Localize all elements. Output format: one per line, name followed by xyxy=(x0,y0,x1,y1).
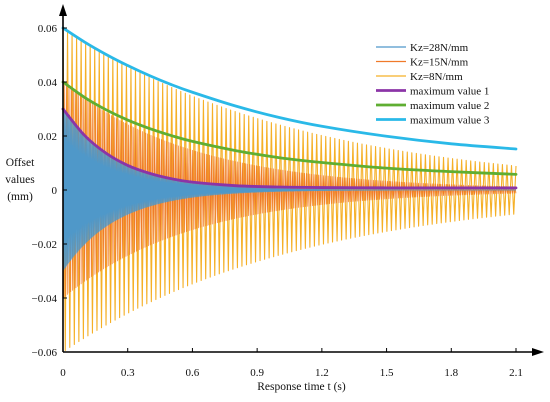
legend-item-kz-15n-mm: Kz=15N/mm xyxy=(376,57,469,69)
y-tick-label: −0.04 xyxy=(32,293,58,305)
legend-label: Kz=8N/mm xyxy=(410,71,463,83)
legend-item-kz-8n-mm: Kz=8N/mm xyxy=(376,71,463,83)
legend-label: maximum value 2 xyxy=(410,100,489,112)
y-tick-label: 0.04 xyxy=(38,77,58,89)
y-axis-title-line: values xyxy=(5,174,35,186)
x-tick-label: 1.8 xyxy=(444,367,458,379)
y-axis-title: Offset values (mm) xyxy=(5,157,35,203)
legend-item-maximum-value-3: maximum value 3 xyxy=(376,115,490,127)
x-tick-label: 0.9 xyxy=(250,367,264,379)
y-tick-label: −0.02 xyxy=(32,239,57,251)
series-line-kz-28n-mm xyxy=(63,108,517,271)
y-tick-label: 0 xyxy=(52,185,58,197)
series-line-maximum-value-3 xyxy=(61,26,518,151)
y-axis-title-line: Offset xyxy=(6,157,35,169)
series-line-maximum-value-1 xyxy=(61,107,518,190)
x-axis-arrow xyxy=(532,348,544,356)
x-tick-label: 0.6 xyxy=(186,367,200,379)
y-axis-arrow xyxy=(59,4,67,16)
y-tick-label: −0.06 xyxy=(32,347,58,359)
x-tick-label: 1.2 xyxy=(315,367,329,379)
y-tick-label: 0.06 xyxy=(38,23,58,35)
legend-label: maximum value 3 xyxy=(410,115,490,127)
y-axis-title-line: (mm) xyxy=(7,191,33,203)
x-axis-title: Response time t (s) xyxy=(257,381,346,393)
legend-label: Kz=15N/mm xyxy=(410,57,469,69)
plot-area xyxy=(61,26,518,352)
legend-item-maximum-value-1: maximum value 1 xyxy=(376,86,489,98)
legend-item-kz-28n-mm: Kz=28N/mm xyxy=(376,42,469,54)
series-line-maximum-value-2 xyxy=(61,80,518,176)
legend: Kz=28N/mm Kz=15N/mm Kz=8N/mm maximum value … xyxy=(376,42,490,127)
axes: 0.060.040.020−0.02−0.04−0.060 0.3 0.6 0.9 1.… xyxy=(5,4,544,393)
x-tick-label: 1.5 xyxy=(380,367,394,379)
legend-label: maximum value 1 xyxy=(410,86,489,98)
legend-item-maximum-value-2: maximum value 2 xyxy=(376,100,489,112)
x-tick-label: 0.3 xyxy=(121,367,135,379)
y-tick-label: 0.02 xyxy=(38,131,57,143)
x-tick-label: 0 xyxy=(60,367,66,379)
legend-label: Kz=28N/mm xyxy=(410,42,469,54)
x-tick-label: 2.1 xyxy=(509,367,523,379)
